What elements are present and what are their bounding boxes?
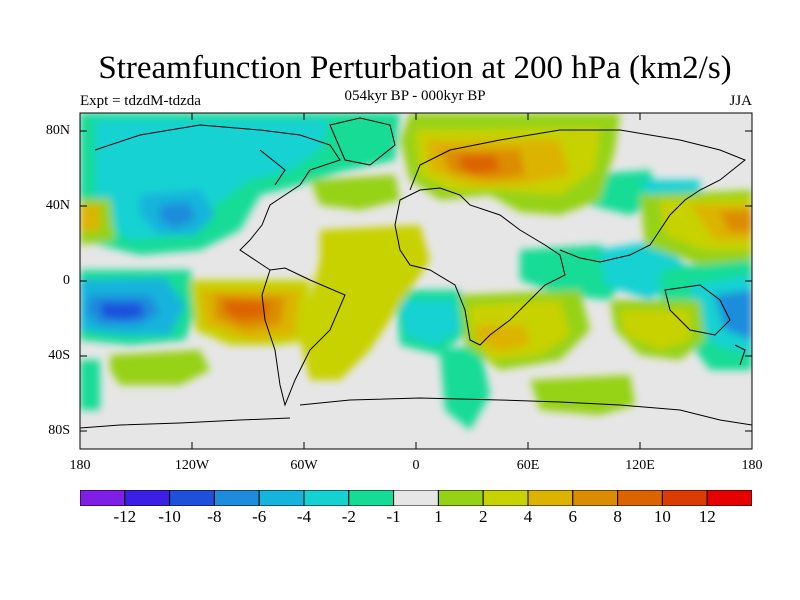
- y-tick-label: 40S: [48, 348, 70, 363]
- tick-marks: [80, 113, 752, 449]
- colorbar-label: 6: [568, 507, 578, 526]
- y-tick-label: 80S: [48, 423, 70, 438]
- x-tick-label: 120W: [174, 458, 210, 473]
- y-tick-label: 80N: [45, 123, 70, 138]
- colorbar-label: -8: [207, 507, 222, 526]
- x-tick-label: 60E: [516, 458, 540, 473]
- colorbar-label: 12: [698, 507, 716, 526]
- colorbar-swatch: [527, 490, 574, 506]
- x-tick-label: 60W: [290, 458, 318, 473]
- contour-field: [80, 113, 752, 449]
- colorbar-label: 10: [653, 507, 671, 526]
- colorbar-label: -1: [386, 507, 401, 526]
- colorbar-swatch: [124, 490, 171, 506]
- colorbar-label: -2: [341, 507, 356, 526]
- colorbar-swatch: [348, 490, 395, 506]
- colorbar-swatch: [437, 490, 484, 506]
- colorbar-swatch: [258, 490, 305, 506]
- colorbar-label: 1: [434, 507, 443, 526]
- colorbar-label: 2: [478, 507, 488, 526]
- x-tick-label: 180: [741, 458, 763, 473]
- colorbar-label: -6: [252, 507, 267, 526]
- colorbar-swatch: [80, 490, 126, 506]
- x-tick-label: 0: [412, 458, 420, 473]
- colorbar-label: -10: [158, 507, 181, 526]
- colorbar-swatch: [572, 490, 619, 506]
- y-tick-label: 0: [63, 273, 70, 288]
- experiment-label: Expt = tdzdM-tdzda: [80, 93, 201, 109]
- colorbar-swatch: [303, 490, 350, 506]
- chart-title: Streamfunction Perturbation at 200 hPa (…: [98, 50, 732, 86]
- colorbar-label: 8: [613, 507, 622, 526]
- colorbar-swatch: [617, 490, 663, 506]
- season-label: JJA: [729, 93, 752, 109]
- colorbar-label: -12: [113, 507, 137, 526]
- colorbar-swatch: [169, 490, 215, 506]
- colorbar: [80, 490, 752, 506]
- x-tick-label: 120E: [625, 458, 655, 473]
- x-tick-label: 180: [69, 458, 91, 473]
- colorbar-swatch: [482, 490, 529, 506]
- chart-subtitle: 054kyr BP - 000kyr BP: [344, 88, 486, 104]
- colorbar-swatch: [213, 490, 260, 506]
- colorbar-label: 4: [523, 507, 533, 526]
- coastlines: [80, 117, 752, 429]
- colorbar-swatch: [706, 490, 752, 506]
- y-tick-label: 40N: [45, 198, 70, 213]
- colorbar-swatch: [661, 490, 708, 506]
- colorbar-swatch: [393, 490, 439, 506]
- colorbar-label: -4: [296, 507, 312, 526]
